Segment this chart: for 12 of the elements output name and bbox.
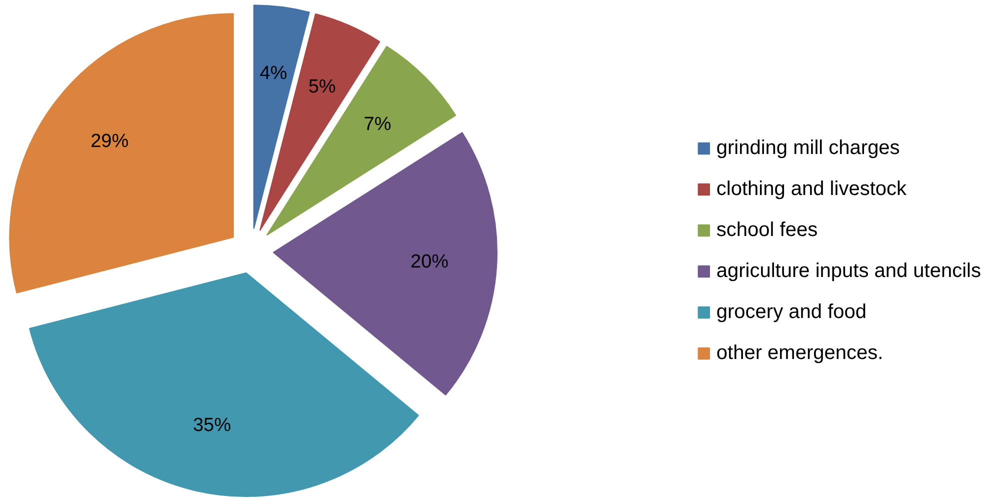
data-label: 5% [308,76,336,98]
data-label: 35% [192,415,232,436]
legend-label: clothing and livestock [716,178,906,200]
legend-label: grinding mill charges [716,136,900,160]
data-label: 20% [410,252,449,273]
legend-label: school fees [716,218,818,242]
legend-label: other emergences. [716,342,884,364]
data-label: 29% [90,130,129,152]
data-label: 4% [260,62,288,84]
data-label: 7% [364,114,392,135]
legend-label: agriculture inputs and utencils [716,260,981,282]
legend-label: grocery and food [716,300,866,324]
